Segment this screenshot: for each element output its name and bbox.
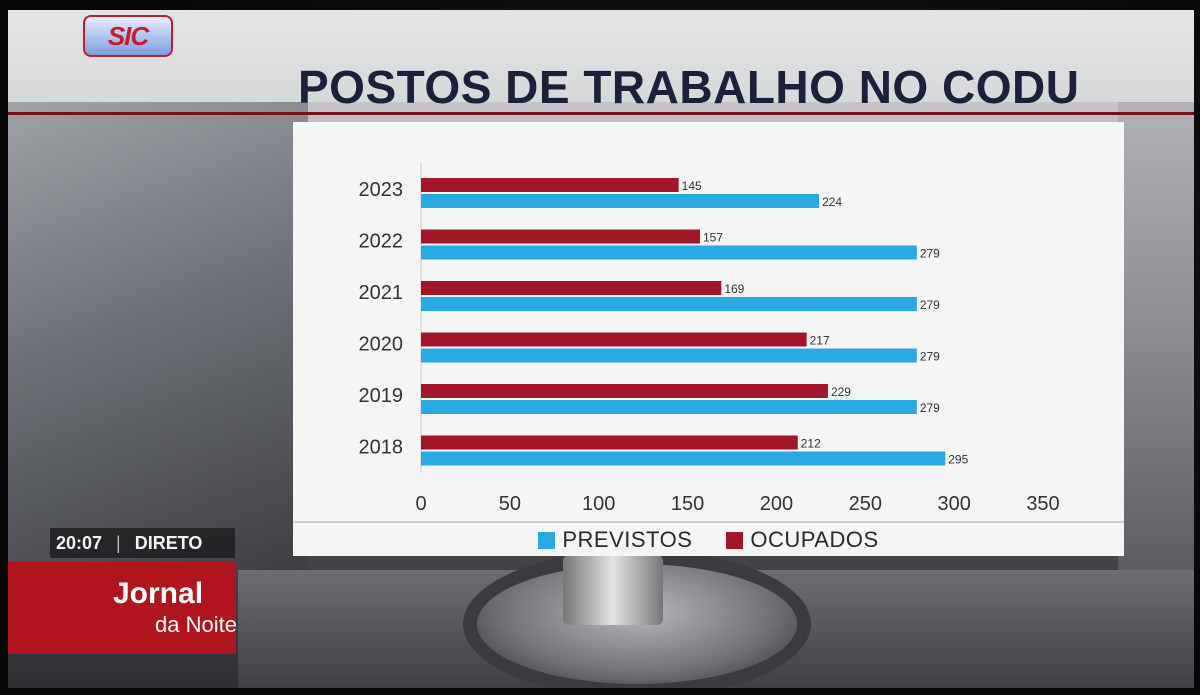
- chart-panel: 2023 145 224 2022 157 279 2021 169 279 2020 217 279…: [293, 122, 1124, 556]
- x-tick-label: 100: [582, 493, 615, 515]
- x-tick-label: 200: [760, 493, 793, 515]
- data-label-ocupados-2020: 217: [810, 334, 830, 348]
- data-label-previstos-2023: 224: [822, 195, 842, 209]
- x-tick-label: 300: [937, 493, 970, 515]
- channel-logo: SIC: [83, 15, 173, 57]
- bar-ocupados-2023: [421, 178, 679, 192]
- time-separator: |: [116, 532, 121, 553]
- data-label-ocupados-2021: 169: [724, 282, 744, 296]
- y-tick-label: 2022: [359, 231, 404, 253]
- bar-chart: 2023 145 224 2022 157 279 2021 169 279 2020 217 279…: [359, 162, 1060, 515]
- x-tick-label: 150: [671, 493, 704, 515]
- legend-item-previstos: PREVISTOS: [538, 527, 692, 553]
- bar-previstos-2022: [421, 245, 917, 260]
- bar-ocupados-2021: [421, 281, 722, 295]
- legend-swatch-previstos: [538, 531, 556, 549]
- time-strip: 20:07 | DIRETO: [50, 528, 235, 558]
- data-label-ocupados-2022: 157: [703, 231, 723, 245]
- y-tick-label: 2021: [359, 282, 404, 304]
- stethoscope-stem-image: [563, 555, 663, 625]
- y-tick-label: 2020: [359, 334, 404, 356]
- live-label: DIRETO: [134, 532, 203, 553]
- backdrop-left: [8, 102, 308, 572]
- legend-swatch-ocupados: [726, 531, 744, 549]
- legend-label-previstos: PREVISTOS: [562, 527, 693, 552]
- bar-ocupados-2019: [421, 384, 828, 398]
- bar-previstos-2018: [421, 451, 946, 466]
- bar-ocupados-2018: [421, 435, 798, 450]
- data-label-previstos-2022: 279: [920, 247, 940, 261]
- chart-legend: PREVISTOS OCUPADOS: [293, 524, 1124, 556]
- bar-previstos-2019: [421, 400, 917, 414]
- legend-item-ocupados: OCUPADOS: [726, 527, 878, 553]
- legend-label-ocupados: OCUPADOS: [750, 527, 879, 552]
- clock-time: 20:07: [56, 532, 103, 553]
- bar-ocupados-2020: [421, 332, 807, 347]
- x-tick-label: 0: [415, 493, 426, 515]
- backdrop-right: [1118, 102, 1194, 572]
- data-label-previstos-2018: 295: [948, 453, 968, 467]
- header-band: [8, 10, 1194, 102]
- data-label-previstos-2021: 279: [920, 298, 940, 312]
- program-title: Jornal: [113, 577, 204, 610]
- program-subtitle: da Noite: [155, 612, 237, 637]
- bar-previstos-2021: [421, 297, 917, 311]
- x-tick-label: 350: [1026, 493, 1059, 515]
- title-divider: [8, 112, 1194, 115]
- legend-divider: [293, 521, 1124, 523]
- bar-previstos-2020: [421, 348, 917, 363]
- bar-ocupados-2022: [421, 229, 701, 244]
- y-tick-label: 2019: [359, 385, 404, 407]
- broadcast-screen: SIC POSTOS DE TRABALHO NO CODU 2023 145 22…: [8, 10, 1194, 688]
- y-tick-label: 2018: [359, 437, 404, 459]
- data-label-previstos-2019: 279: [920, 401, 940, 415]
- data-label-ocupados-2023: 145: [682, 179, 702, 193]
- chart-title: POSTOS DE TRABALHO NO CODU: [298, 61, 1080, 113]
- data-label-ocupados-2019: 229: [831, 385, 851, 399]
- program-logo: Jornal da Noite: [8, 562, 237, 654]
- data-label-previstos-2020: 279: [920, 350, 940, 364]
- y-tick-label: 2023: [359, 179, 404, 201]
- bar-previstos-2023: [421, 194, 820, 208]
- x-tick-label: 50: [499, 493, 521, 515]
- data-label-ocupados-2018: 212: [801, 437, 821, 451]
- x-tick-label: 250: [849, 493, 882, 515]
